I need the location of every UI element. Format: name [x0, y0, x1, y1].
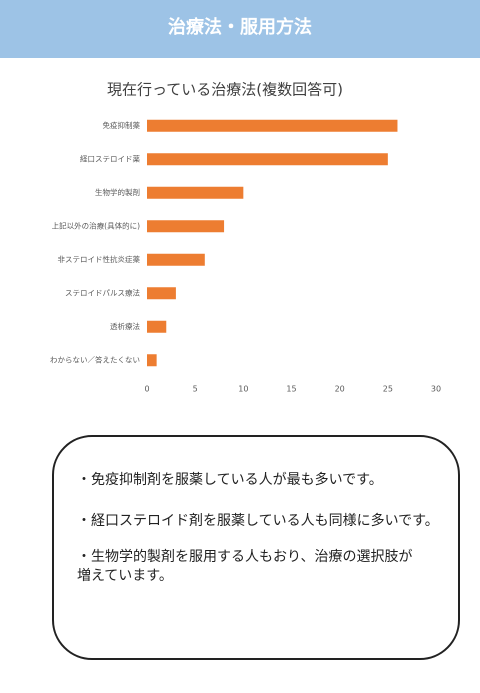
note: ・生物学的製剤を服用する人もおり、治療の選択肢が 増えています。: [77, 549, 413, 584]
y-tick-label: 非ステロイド性抗炎症薬: [58, 254, 141, 264]
bar: [147, 153, 388, 166]
x-tick-label: 25: [383, 385, 393, 394]
x-tick-label: 30: [431, 385, 441, 394]
bar: [147, 320, 167, 333]
y-tick-label: 上記以外の治療(具体的に): [52, 220, 140, 230]
x-tick-label: 5: [193, 385, 198, 394]
y-tick-label: 経口ステロイド薬: [80, 153, 140, 163]
x-tick-label: 10: [238, 385, 248, 394]
y-tick-label: ステロイドパルス療法: [65, 287, 140, 297]
bar: [147, 253, 205, 266]
bar: [147, 354, 157, 367]
chart-title: 現在行っている治療法(複数回答可): [107, 81, 343, 99]
note: ・免疫抑制剤を服薬している人が最も多いです。: [77, 472, 383, 488]
chart: 現在行っている治療法(複数回答可) 0 5 10 15 20 25 30 免疫抑制薬経口ステロ…: [50, 81, 441, 394]
bar: [147, 287, 176, 300]
note: ・経口ステロイド剤を服薬している人も同様に多いです。: [77, 513, 439, 529]
bar: [147, 220, 225, 233]
x-tick-label: 20: [335, 385, 345, 394]
notes-box: [52, 435, 460, 660]
y-tick-label: わからない／答えたくない: [50, 354, 140, 364]
bar: [147, 186, 244, 199]
x-tick-label: 15: [286, 385, 296, 394]
header-title: 治療法・服用方法: [0, 0, 480, 58]
bar: [147, 119, 398, 132]
y-tick-label: 生物学的製剤: [95, 187, 140, 197]
y-tick-label: 免疫抑制薬: [103, 120, 141, 130]
y-tick-label: 透析療法: [110, 321, 140, 331]
x-tick-label: 0: [144, 385, 149, 394]
